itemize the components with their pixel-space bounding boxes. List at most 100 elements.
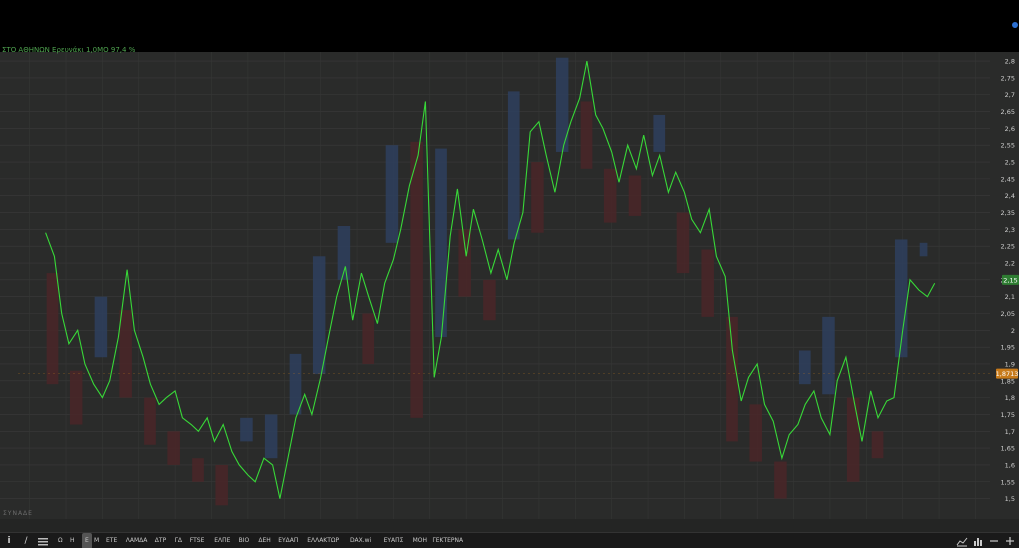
range-box <box>119 310 132 398</box>
range-box <box>337 225 351 280</box>
range-box <box>215 464 228 506</box>
range-box <box>264 414 278 459</box>
y-tick-label: 2,35 <box>1001 209 1015 217</box>
price-chart: 1,5 1,55 1,6 1,65 1,7 1,75 1,8 1,85 1,9 1,95 2 2,05… <box>0 52 1019 519</box>
range-box <box>410 141 423 418</box>
y-tick-label: 1,8 <box>1005 394 1015 402</box>
toolbar-symbol-7[interactable]: ΓΔ <box>174 537 183 544</box>
info-icon[interactable]: i <box>7 536 11 546</box>
range-box <box>385 145 399 243</box>
range-box <box>846 397 860 482</box>
range-box <box>919 242 928 257</box>
range-box <box>312 256 326 375</box>
range-box <box>362 313 375 364</box>
toolbar-symbol-11[interactable]: ΔΕΗ <box>258 537 271 544</box>
range-box <box>167 431 180 465</box>
previous-close-label: 1,8713 <box>996 370 1019 378</box>
range-box <box>726 316 738 442</box>
toolbar-symbol-13[interactable]: ΕΛΛΑΚΤΩΡ <box>307 537 340 544</box>
range-box <box>94 296 108 358</box>
y-tick-label: 2,65 <box>1001 108 1015 116</box>
range-box <box>871 431 884 459</box>
range-box <box>653 114 666 152</box>
range-box <box>46 273 59 385</box>
range-box <box>69 370 83 425</box>
range-box <box>555 57 569 152</box>
y-tick-label: 2,4 <box>1005 192 1015 200</box>
toolbar-symbol-1[interactable]: Η <box>70 537 75 544</box>
toolbar-symbol-14[interactable]: DAX.wi <box>350 537 372 544</box>
range-box <box>507 91 520 240</box>
range-box <box>894 239 908 358</box>
range-box <box>701 249 714 317</box>
previous-close-badge <box>996 368 1018 379</box>
toolbar-symbol-17[interactable]: ΓΕΚΤΕΡΝΑ <box>432 537 464 544</box>
y-tick-label: 2,75 <box>1001 74 1015 82</box>
y-tick-label: 2,25 <box>1001 243 1015 251</box>
y-tick-label: 2,2 <box>1005 260 1015 268</box>
y-tick-label: 1,9 <box>1005 360 1015 368</box>
y-tick-label: 1,75 <box>1001 411 1015 419</box>
toolbar-symbol-12[interactable]: ΕΥΔΑΠ <box>278 537 299 544</box>
range-box <box>603 168 617 223</box>
y-tick-label: 2,7 <box>1005 91 1015 99</box>
range-box <box>628 175 642 216</box>
toolbar-symbol-16[interactable]: ΜΟΗ <box>412 537 428 544</box>
range-box <box>289 353 302 415</box>
toolbar-symbol-15[interactable]: ΕΥΑΠΣ <box>383 537 404 544</box>
range-box <box>774 461 787 499</box>
top-right-indicator-icon <box>1012 22 1018 28</box>
price-line <box>45 60 936 499</box>
bar-chart-icon[interactable] <box>972 534 984 548</box>
range-box <box>580 101 593 169</box>
range-box <box>531 162 544 233</box>
y-tick-label: 1,95 <box>1001 344 1015 352</box>
range-box <box>144 397 156 445</box>
toolbar-symbol-9[interactable]: ΕΛΠΕ <box>214 537 231 544</box>
y-tick-label: 1,6 <box>1005 461 1015 469</box>
toolbar-symbol-0[interactable]: Ω <box>58 537 63 544</box>
y-tick-label: 1,5 <box>1005 495 1015 503</box>
y-tick-label: 2,05 <box>1001 310 1015 318</box>
y-tick-label: 2,6 <box>1005 125 1015 133</box>
y-tick-label: 1,85 <box>1001 377 1015 385</box>
range-box <box>749 404 762 462</box>
y-tick-label: 1,7 <box>1005 428 1015 436</box>
range-box <box>483 279 496 321</box>
range-box <box>798 350 811 385</box>
layers-icon[interactable] <box>37 534 49 548</box>
current-value-label: 2,15 <box>1003 276 1017 284</box>
y-tick-label: 2,55 <box>1001 142 1015 150</box>
toolbar-symbol-2[interactable]: Ε <box>82 533 92 548</box>
y-tick-label: 1,65 <box>1001 445 1015 453</box>
zoom-out-icon[interactable] <box>988 534 1000 548</box>
range-box <box>435 148 447 338</box>
y-tick-label: 2,3 <box>1005 226 1015 234</box>
y-tick-label: 2,45 <box>1001 175 1015 183</box>
range-box <box>240 417 253 442</box>
x-axis <box>0 519 1019 532</box>
y-tick-label: 2,8 <box>1005 58 1015 66</box>
toolbar-symbol-4[interactable]: ΕΤΕ <box>106 537 118 544</box>
zoom-in-icon[interactable] <box>1004 534 1016 548</box>
toolbar-symbol-10[interactable]: ΒΙΟ <box>238 537 250 544</box>
area-chart-icon[interactable] <box>956 534 968 548</box>
range-box <box>192 458 204 482</box>
y-tick-label: 2,1 <box>1005 293 1015 301</box>
chart-subtitle: ΣΤΟ ΑΘΗΝΩΝ Ερευνάκι 1,0ΜΟ 97,4 % <box>2 46 136 54</box>
y-tick-label: 2 <box>1011 327 1015 335</box>
range-box <box>822 316 835 395</box>
toolbar-symbol-8[interactable]: FTSE <box>189 537 205 544</box>
watermark: ΣΥΝΑΔΕ <box>3 510 33 517</box>
toolbar-symbol-3[interactable]: Μ <box>94 537 100 544</box>
toolbar-symbol-6[interactable]: ΔΤΡ <box>154 537 167 544</box>
toolbar-symbol-5[interactable]: ΛΑΜΔΑ <box>125 537 148 544</box>
range-box <box>676 212 690 274</box>
top-black-bar <box>0 0 1019 52</box>
bottom-toolbar: i / Ω Η Ε Μ ΕΤΕ ΛΑΜΔΑ ΔΤΡ ΓΔ FTSE ΕΛΠΕ ΒΙΟ ΔΕΗ ΕΥΔΑΠ… <box>0 532 1019 548</box>
draw-line-icon[interactable]: / <box>24 536 28 546</box>
current-value-badge <box>1002 274 1019 285</box>
y-tick-label: 1,55 <box>1001 478 1015 486</box>
y-tick-label: 2,5 <box>1005 159 1015 167</box>
